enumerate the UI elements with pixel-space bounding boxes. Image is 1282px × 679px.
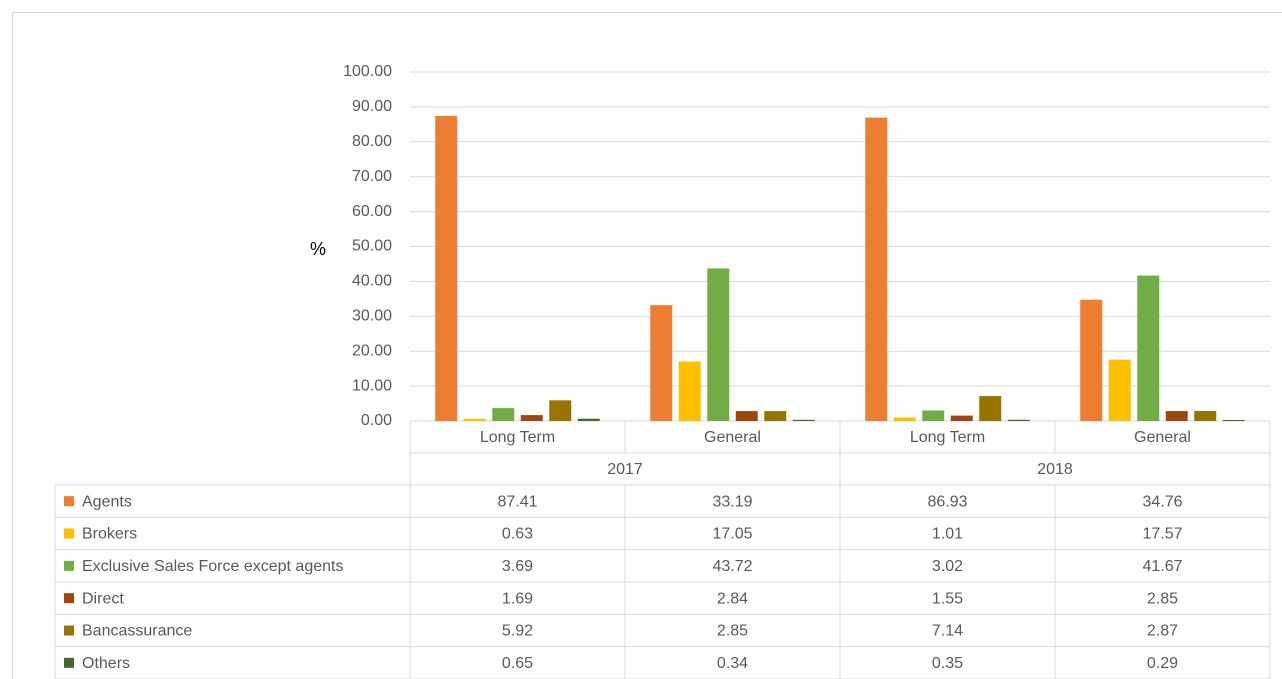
legend-swatch	[64, 528, 74, 539]
y-tick-label: 30.00	[352, 308, 392, 325]
table-value: 3.69	[502, 558, 533, 575]
y-tick-label: 0.00	[361, 412, 392, 429]
legend-swatch	[64, 625, 74, 636]
bar	[1080, 299, 1103, 421]
bar	[979, 396, 1002, 421]
bar	[735, 411, 758, 421]
bar	[1222, 419, 1245, 421]
table-value: 33.19	[712, 493, 752, 510]
bar	[678, 361, 701, 421]
bar	[865, 117, 888, 421]
table-value: 1.01	[932, 526, 963, 543]
table-value: 17.57	[1142, 526, 1182, 543]
table-value: 2.84	[717, 590, 748, 607]
bar	[463, 418, 486, 421]
table-value: 34.76	[1142, 493, 1182, 510]
bar	[577, 418, 600, 421]
y-tick-label: 50.00	[352, 238, 392, 255]
table-value: 2.87	[1147, 623, 1178, 640]
y-tick-label: 70.00	[352, 168, 392, 185]
x-tick-label: General	[1134, 429, 1191, 446]
bar	[650, 305, 673, 421]
x-tick-label: General	[704, 429, 761, 446]
table-value: 0.34	[717, 655, 748, 672]
legend-swatch	[64, 593, 74, 604]
bar	[707, 268, 730, 421]
table-value: 1.69	[502, 590, 533, 607]
bar	[492, 408, 515, 421]
table-value: 43.72	[712, 558, 752, 575]
table-value: 86.93	[927, 493, 967, 510]
legend-swatch	[64, 496, 74, 507]
bar	[950, 415, 973, 421]
table-value: 0.63	[502, 526, 533, 543]
y-tick-label: 40.00	[352, 273, 392, 290]
table-value: 2.85	[1147, 590, 1178, 607]
table-value: 2.85	[717, 623, 748, 640]
legend-label: Brokers	[82, 526, 137, 543]
group-label: 2018	[1037, 461, 1073, 478]
table-value: 17.05	[712, 526, 752, 543]
y-axis-label: %	[310, 239, 326, 259]
chart-frame	[12, 12, 1282, 679]
y-tick-label: 10.00	[352, 377, 392, 394]
bar	[1165, 411, 1188, 421]
bar	[764, 411, 787, 421]
legend-label: Exclusive Sales Force except agents	[82, 558, 343, 575]
legend-label: Agents	[82, 493, 132, 510]
legend-label: Others	[82, 655, 130, 672]
bar	[922, 410, 945, 421]
table-value: 5.92	[502, 623, 533, 640]
bar	[1194, 410, 1217, 421]
x-tick-label: Long Term	[480, 429, 555, 446]
table-value: 1.55	[932, 590, 963, 607]
table-value: 3.02	[932, 558, 963, 575]
bar	[435, 115, 458, 422]
legend-swatch	[64, 560, 74, 571]
y-tick-label: 60.00	[352, 203, 392, 220]
table-value: 41.67	[1142, 558, 1182, 575]
bar	[520, 415, 543, 421]
group-label: 2017	[607, 461, 643, 478]
legend-label: Bancassurance	[82, 623, 192, 640]
bar	[1007, 419, 1030, 421]
table-value: 0.29	[1147, 655, 1178, 672]
y-tick-label: 90.00	[352, 98, 392, 115]
table-value: 0.65	[502, 655, 533, 672]
table-value: 87.41	[497, 493, 537, 510]
bar	[893, 417, 916, 421]
bar	[549, 400, 572, 421]
y-tick-label: 20.00	[352, 342, 392, 359]
y-tick-label: 80.00	[352, 133, 392, 150]
table-value: 7.14	[932, 623, 963, 640]
x-tick-label: Long Term	[910, 429, 985, 446]
table-value: 0.35	[932, 655, 963, 672]
legend-label: Direct	[82, 590, 124, 607]
bar	[1108, 359, 1131, 421]
legend-swatch	[64, 657, 74, 668]
bar	[1137, 275, 1160, 421]
y-tick-label: 100.00	[343, 63, 392, 80]
bar	[792, 419, 815, 421]
